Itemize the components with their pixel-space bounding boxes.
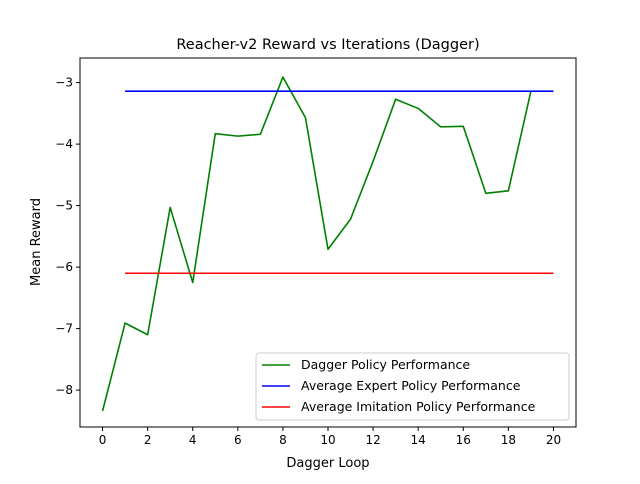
legend-box bbox=[255, 352, 570, 421]
y-axis-label: Mean Reward bbox=[29, 198, 44, 286]
x-axis-label: Dagger Loop bbox=[286, 456, 369, 471]
y-tick-label-3: −5 bbox=[55, 199, 73, 213]
x-tick-label-2: 4 bbox=[189, 433, 197, 447]
x-tick-label-0: 0 bbox=[99, 433, 107, 447]
x-tick-label-1: 2 bbox=[144, 433, 152, 447]
y-axis: −8 −7 −6 −5 −4 −3 bbox=[55, 76, 80, 397]
x-tick-label-3: 6 bbox=[234, 433, 242, 447]
series-line-0 bbox=[101, 76, 532, 412]
legend: Dagger Policy Performance Average Expert … bbox=[255, 352, 570, 421]
x-tick-label-8: 16 bbox=[456, 433, 471, 447]
y-tick-label-0: −8 bbox=[55, 383, 73, 397]
legend-label-2: Average Imitation Policy Performance bbox=[301, 399, 536, 414]
y-tick-label-2: −6 bbox=[55, 260, 73, 274]
x-tick-label-9: 18 bbox=[501, 433, 516, 447]
x-tick-label-4: 8 bbox=[279, 433, 287, 447]
x-tick-label-6: 12 bbox=[365, 433, 380, 447]
y-tick-label-4: −4 bbox=[55, 137, 73, 151]
y-tick-label-1: −7 bbox=[55, 322, 73, 336]
legend-label-1: Average Expert Policy Performance bbox=[301, 378, 521, 393]
x-axis: 0 2 4 6 8 10 12 14 16 18 20 bbox=[99, 427, 561, 447]
y-tick-label-5: −3 bbox=[55, 76, 73, 90]
legend-label-0: Dagger Policy Performance bbox=[301, 357, 470, 372]
x-tick-label-7: 14 bbox=[411, 433, 426, 447]
x-tick-label-5: 10 bbox=[320, 433, 335, 447]
chart-title: Reacher-v2 Reward vs Iterations (Dagger) bbox=[176, 37, 479, 53]
x-tick-label-10: 20 bbox=[546, 433, 561, 447]
plot-lines bbox=[101, 76, 554, 412]
